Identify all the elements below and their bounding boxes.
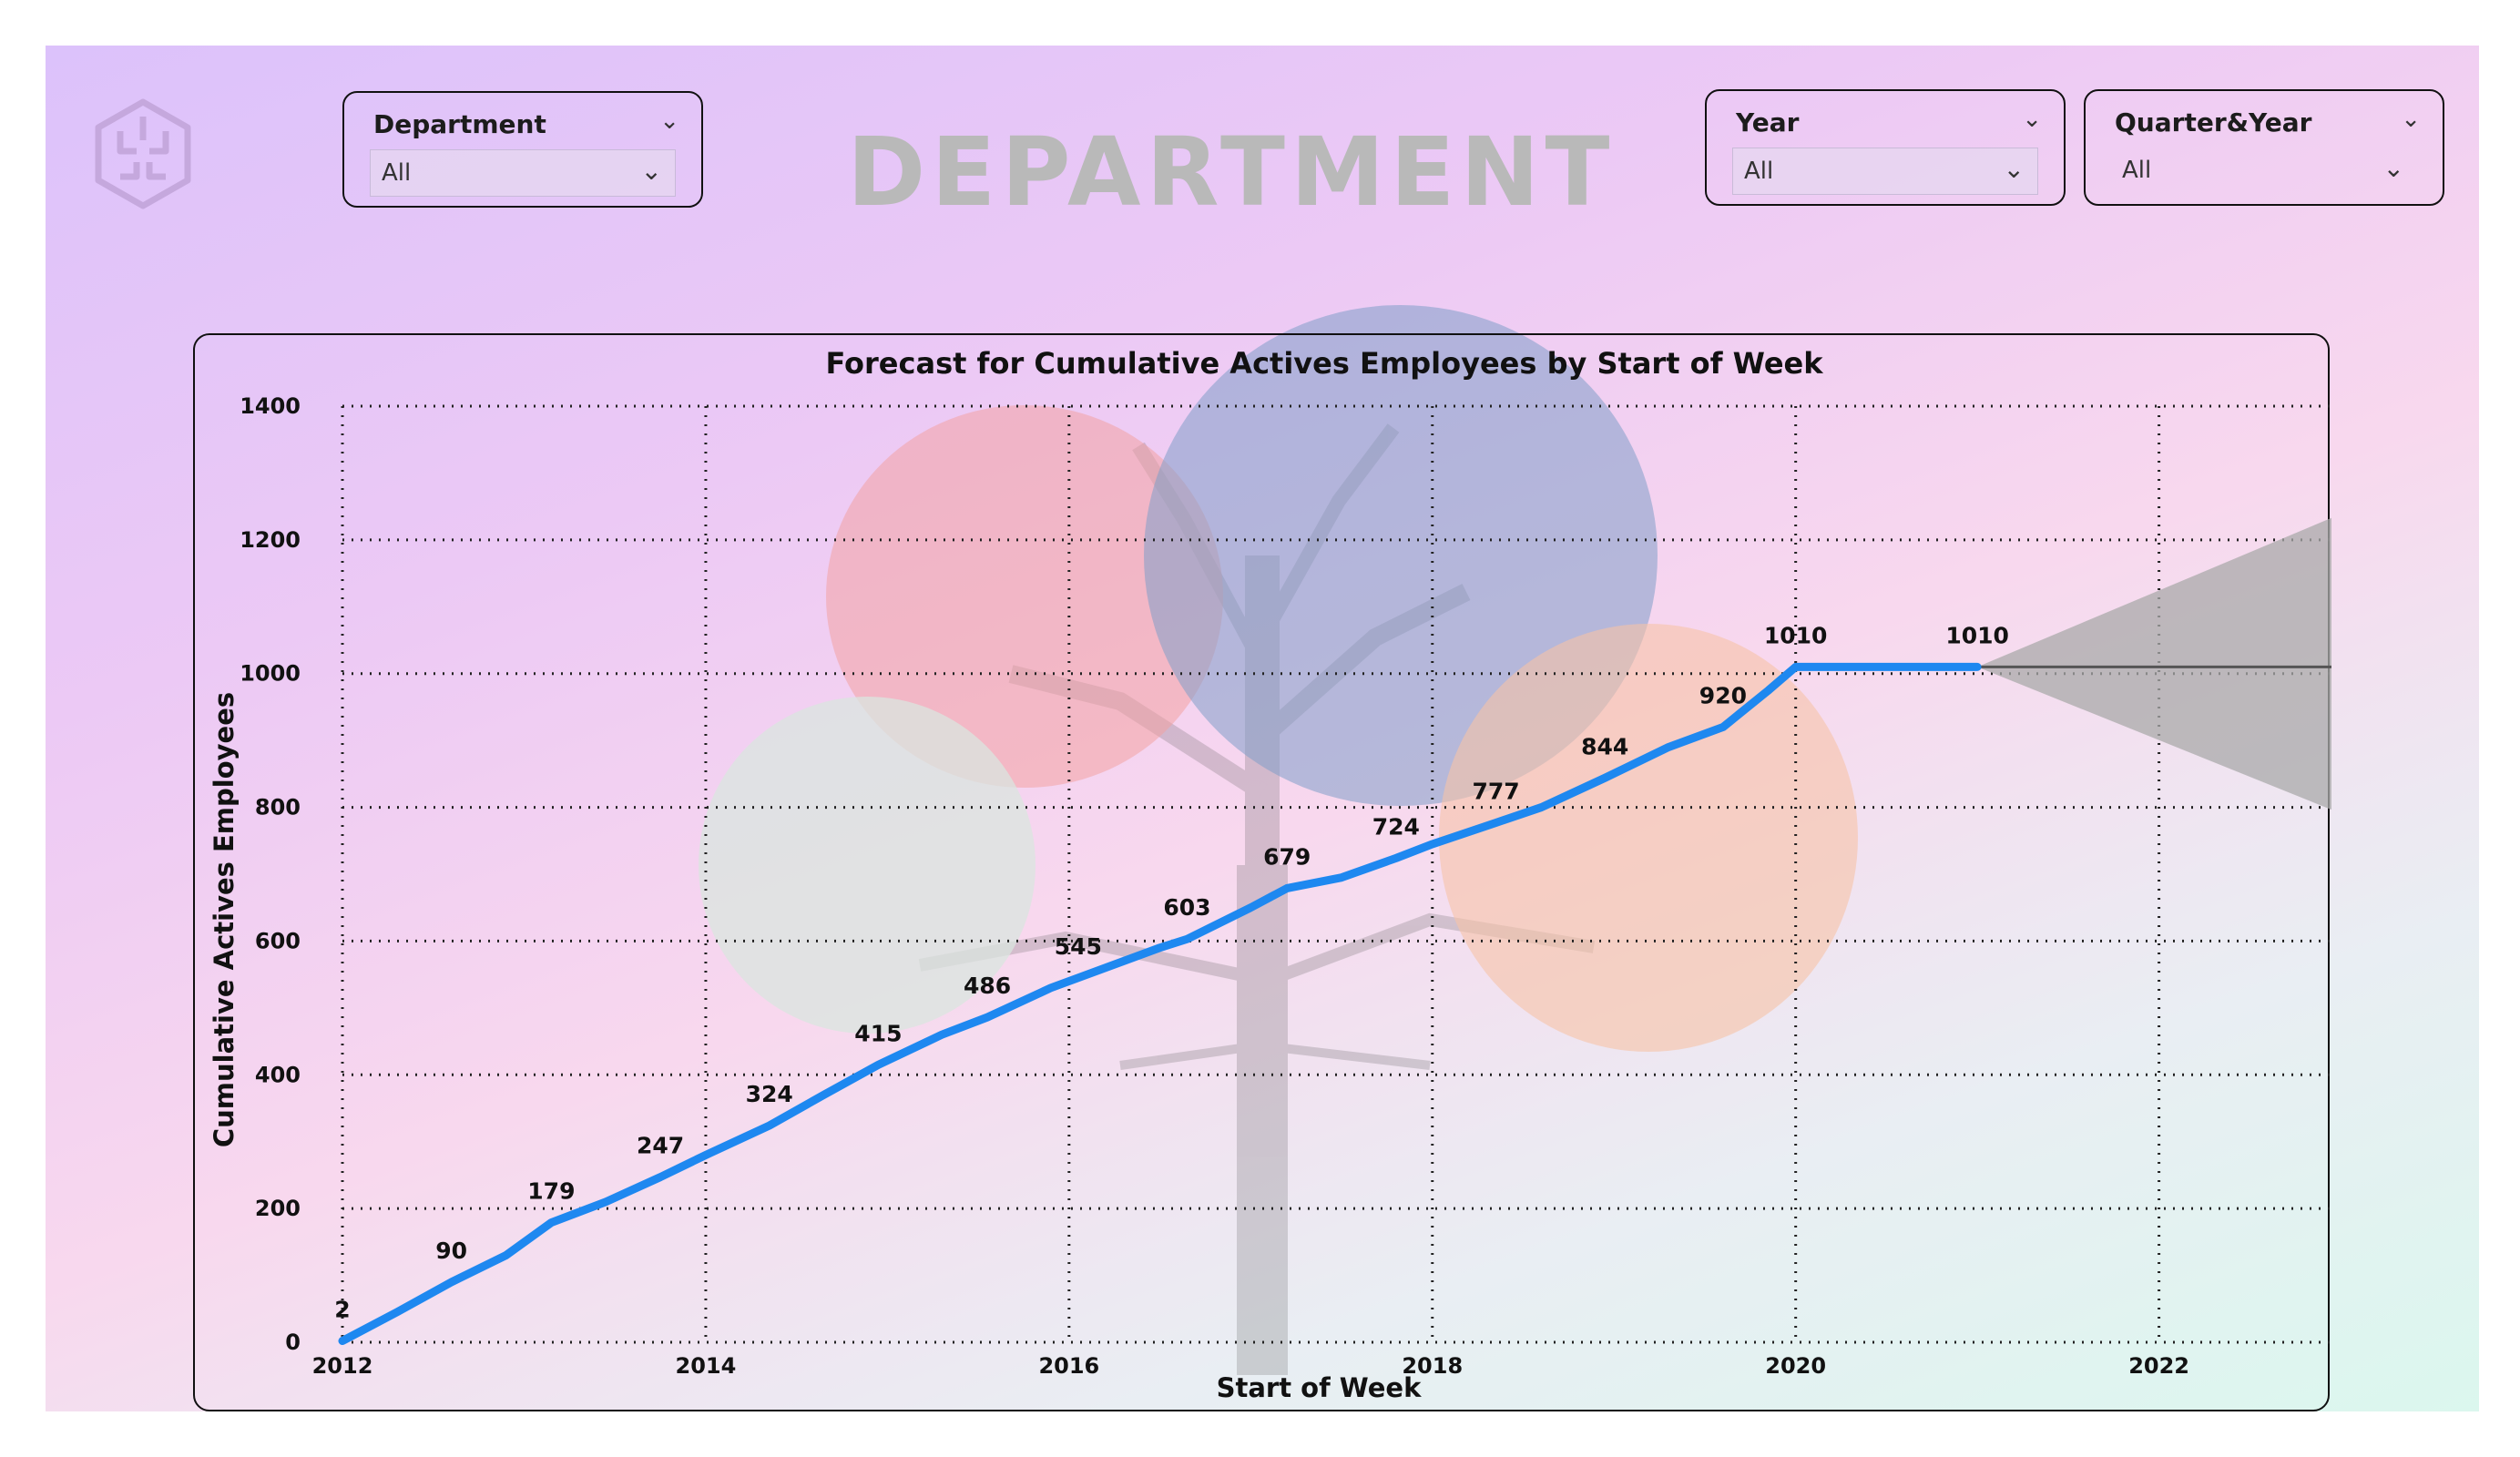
data-label: 1010: [1764, 622, 1828, 648]
chart-title: Forecast for Cumulative Actives Employee…: [825, 346, 1823, 381]
data-label: 415: [854, 1020, 902, 1046]
series-line: [338, 662, 1982, 1346]
y-tick-label: 1200: [240, 527, 301, 553]
data-label: 2: [334, 1297, 350, 1323]
tree-background-illustration: [699, 305, 1858, 1375]
x-tick-label: 2020: [1765, 1353, 1826, 1379]
data-label: 777: [1472, 778, 1519, 804]
chevron-down-icon[interactable]: ⌄: [659, 107, 679, 135]
x-tick-label: 2014: [676, 1353, 737, 1379]
department-slicer[interactable]: Department ⌄ All ⌄: [342, 91, 703, 208]
y-tick-label: 1000: [240, 661, 301, 687]
data-label: 324: [746, 1081, 793, 1107]
data-label: 90: [435, 1238, 467, 1264]
y-axis-title: Cumulative Actives Employees: [209, 692, 240, 1147]
x-tick-label: 2016: [1038, 1353, 1099, 1379]
y-tick-label: 1400: [240, 393, 301, 419]
quarter-year-slicer[interactable]: Quarter&Year ⌄ All ⌄: [2084, 89, 2444, 206]
data-label: 724: [1372, 813, 1420, 840]
forecast-chart-card: 2 90 179 247 324 415 486 545 603 679 724 777 844 920 1…: [193, 333, 2331, 1411]
data-label: 545: [1055, 933, 1102, 960]
data-label: 486: [964, 973, 1011, 999]
data-label: 1010: [1945, 622, 2009, 648]
y-tick-label: 200: [255, 1196, 301, 1221]
data-label: 247: [637, 1133, 684, 1159]
chevron-down-icon[interactable]: ⌄: [2022, 106, 2042, 133]
chevron-down-icon[interactable]: ⌄: [640, 156, 662, 186]
chevron-down-icon[interactable]: ⌄: [2382, 153, 2404, 183]
quarter-year-dropdown[interactable]: All ⌄: [2111, 148, 2417, 195]
data-label: 844: [1581, 733, 1628, 759]
page-title: DEPARTMENT: [847, 117, 1616, 228]
data-label: 179: [527, 1178, 575, 1205]
quarter-year-slicer-label: Quarter&Year: [2115, 107, 2312, 138]
year-dropdown[interactable]: All ⌄: [1732, 148, 2038, 195]
brain-icon: [95, 98, 191, 209]
year-slicer[interactable]: Year ⌄ All ⌄: [1705, 89, 2066, 206]
x-tick-label: 2018: [1402, 1353, 1463, 1379]
data-label: 920: [1699, 682, 1747, 708]
x-axis-title: Start of Week: [1217, 1372, 1423, 1403]
year-slicer-label: Year: [1736, 107, 1800, 138]
year-value: All: [1744, 158, 1774, 185]
y-tick-label: 400: [255, 1062, 301, 1087]
forecast-confidence-band: [1977, 517, 2331, 810]
y-tick-label: 600: [255, 928, 301, 953]
chevron-down-icon[interactable]: ⌄: [2401, 106, 2421, 133]
quarter-year-value: All: [2122, 157, 2152, 184]
x-tick-label: 2022: [2128, 1353, 2189, 1379]
data-label: 679: [1263, 843, 1311, 870]
y-tick-label: 800: [255, 795, 301, 820]
data-label: 603: [1163, 894, 1210, 921]
department-slicer-label: Department: [373, 109, 546, 139]
department-dropdown[interactable]: All ⌄: [370, 149, 676, 197]
forecast-line-chart[interactable]: 2 90 179 247 324 415 486 545 603 679 724 777 844 920 1…: [195, 335, 2331, 1411]
department-value: All: [382, 159, 412, 187]
chevron-down-icon[interactable]: ⌄: [2003, 154, 2025, 184]
y-tick-label: 0: [285, 1330, 301, 1355]
report-canvas: Department ⌄ All ⌄ DEPARTMENT Year ⌄ All…: [46, 46, 2479, 1411]
x-tick-label: 2012: [312, 1353, 373, 1379]
